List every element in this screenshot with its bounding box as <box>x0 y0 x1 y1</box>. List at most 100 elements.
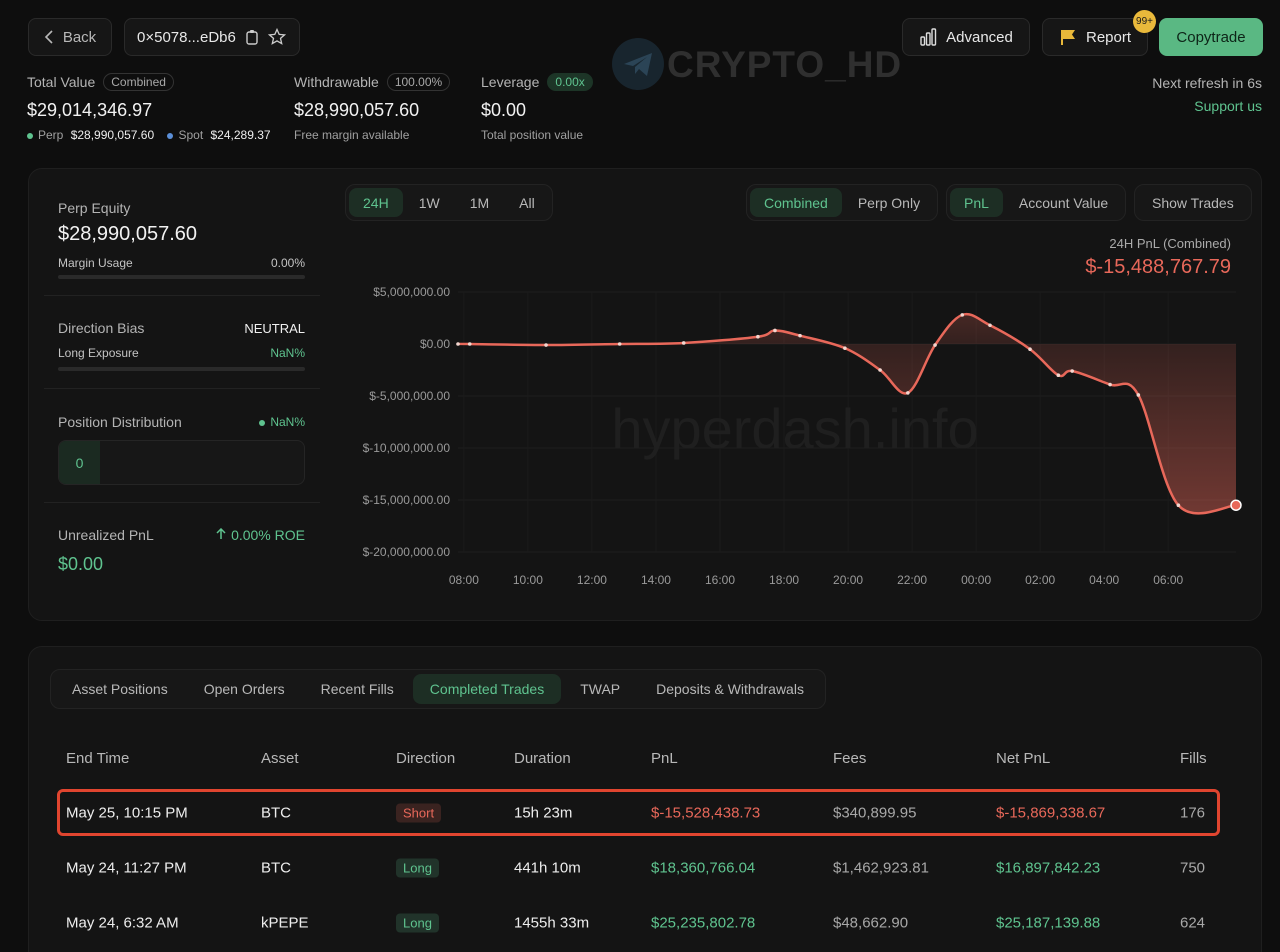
pnl-point <box>544 343 548 347</box>
flag-icon <box>1060 30 1075 45</box>
toggle-option[interactable]: 24H <box>349 188 403 217</box>
table-cell: May 24, 6:32 AM <box>66 914 179 932</box>
row-highlight <box>57 789 1220 836</box>
pnl-point <box>467 342 472 346</box>
pnl-point <box>1056 373 1061 378</box>
copytrade-button[interactable]: Copytrade <box>1159 18 1263 56</box>
roe-value: 0.00% ROE <box>231 527 305 543</box>
table-cell: $16,897,842.23 <box>996 859 1101 877</box>
y-tick-label: $-20,000,000.00 <box>363 545 451 559</box>
stat-tag: Combined <box>103 73 174 91</box>
toggle-option[interactable]: 1M <box>469 194 490 211</box>
table-cell: $18,360,766.04 <box>651 859 756 877</box>
direction-cell: Short <box>396 803 442 823</box>
column-header: Asset <box>261 750 299 767</box>
table-cell: BTC <box>261 859 291 877</box>
toggle-option[interactable]: Deposits & Withdrawals <box>656 681 804 697</box>
table-cell: 176 <box>1180 804 1206 822</box>
table-cell: $25,235,802.78 <box>651 914 756 932</box>
stat-note: Total position value <box>481 128 584 142</box>
stat-tag: 0.00x <box>547 73 593 91</box>
x-tick-label: 00:00 <box>961 573 991 587</box>
toggle-option[interactable]: All <box>519 194 535 211</box>
perp-equity: $28,990,057.60 <box>58 223 198 245</box>
report-button[interactable]: Report <box>1042 18 1148 56</box>
toggle-option[interactable]: Asset Positions <box>72 681 168 697</box>
balance-split: Perp $28,990,057.60 Spot $24,289.37 <box>27 128 271 142</box>
pnl-point <box>1176 503 1181 508</box>
chart-total: $-15,488,767.79 <box>1085 256 1231 278</box>
toggle-option[interactable]: TWAP <box>580 681 621 697</box>
copy-icon[interactable] <box>245 29 259 45</box>
table-cell: $25,187,139.88 <box>996 914 1101 932</box>
column-header: Fees <box>833 750 867 767</box>
upnl-row: Unrealized PnL 0.00% ROE <box>58 527 305 543</box>
toggle-option[interactable]: Recent Fills <box>320 681 394 697</box>
toggle-option[interactable]: Open Orders <box>203 681 285 697</box>
support-link[interactable]: Support us <box>1194 98 1262 114</box>
distribution-row: Position Distribution NaN% <box>58 414 305 430</box>
table-cell: $1,462,923.81 <box>833 859 929 877</box>
x-tick-label: 08:00 <box>449 573 479 587</box>
column-header: End Time <box>66 750 130 767</box>
address-pill: 0×5078...eDb6 <box>124 18 300 56</box>
pnl-point <box>960 313 965 317</box>
toggle-option[interactable]: Perp Only <box>857 194 921 211</box>
distribution-label: Position Distribution <box>58 414 182 430</box>
perp-equity-label: Perp Equity <box>58 200 131 216</box>
x-tick-label: 12:00 <box>577 573 607 587</box>
y-tick-label: $-5,000,000.00 <box>369 389 450 403</box>
show-trades-label: Show Trades <box>1152 194 1234 211</box>
report-badge: 99+ <box>1133 10 1156 33</box>
direction-cell: Long <box>396 913 439 933</box>
spot-label: Spot <box>178 128 204 142</box>
pnl-point <box>1136 393 1141 397</box>
x-tick-label: 18:00 <box>769 573 799 587</box>
table-cell: 15h 23m <box>514 804 573 822</box>
x-tick-label: 02:00 <box>1025 573 1055 587</box>
x-tick-label: 14:00 <box>641 573 671 587</box>
chart-panel <box>28 168 1262 621</box>
toggle-option[interactable]: Combined <box>750 188 842 217</box>
table-cell: 1455h 33m <box>514 914 590 932</box>
report-label: Report <box>1085 28 1132 46</box>
pnl-point <box>456 342 460 346</box>
metric-toggle: PnL Account Value <box>946 184 1127 221</box>
column-header: Fills <box>1180 750 1207 767</box>
table-cell: May 25, 10:15 PM <box>66 804 188 822</box>
spot-value: $24,289.37 <box>210 128 271 142</box>
chevron-icon <box>44 30 53 44</box>
table-cell: 441h 10m <box>514 859 581 877</box>
toggle-option[interactable]: 1W <box>418 194 440 211</box>
star-icon[interactable] <box>267 28 286 46</box>
total-value-head: Total Value Combined <box>27 73 174 91</box>
toggle-option[interactable]: Completed Trades <box>412 674 562 704</box>
advanced-button[interactable]: Advanced <box>902 18 1030 56</box>
range-toggle: 24H 1W 1M All <box>345 184 553 221</box>
distribution-value: NaN% <box>270 415 305 429</box>
show-trades-button[interactable]: Show Trades <box>1134 184 1252 221</box>
table-cell: kPEPE <box>261 914 309 932</box>
stat-note: Free margin available <box>294 128 410 142</box>
toggle-option[interactable]: Account Value <box>1018 194 1109 211</box>
pnl-point <box>988 323 992 328</box>
direction-pill: Long <box>396 858 439 878</box>
bias-label: Direction Bias <box>58 320 145 336</box>
exposure-value: NaN% <box>270 346 305 360</box>
direction-cell: Long <box>396 858 439 878</box>
x-tick-label: 04:00 <box>1089 573 1119 587</box>
watermark: hyperdash.info <box>611 397 978 460</box>
leverage-head: Leverage 0.00x <box>481 73 593 91</box>
margin-value: 0.00% <box>270 256 305 270</box>
chart-icon <box>920 28 937 46</box>
back-button[interactable]: Back <box>28 18 112 56</box>
advanced-label: Advanced <box>946 28 1013 46</box>
toggle-option[interactable]: PnL <box>950 188 1003 217</box>
view-toggle: Combined Perp Only <box>746 184 939 221</box>
x-tick-label: 22:00 <box>897 573 927 587</box>
stat-label: Leverage <box>481 74 540 90</box>
pnl-point <box>681 341 686 345</box>
